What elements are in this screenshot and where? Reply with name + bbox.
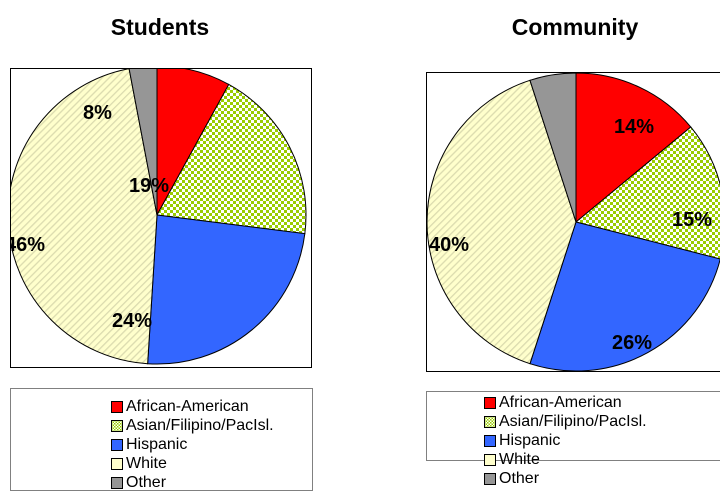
legend-label: African-American [126, 397, 249, 415]
legend-label: African-American [499, 393, 622, 411]
legend-label: White [499, 450, 540, 468]
legend-item-asian-filipino-pacisl: Asian/Filipino/PacIsl. [111, 416, 312, 435]
legend-label: Hispanic [126, 435, 188, 453]
legend-item-hispanic: Hispanic [111, 435, 312, 454]
legend-label: Other [126, 473, 167, 491]
slice-label-hispanic: 24% [112, 310, 152, 332]
pie-slice-hispanic [529, 221, 720, 371]
legend-item-other: Other [484, 469, 720, 488]
pie: 8% 19% 24% 46% [10, 69, 307, 365]
slice-label-hispanic: 26% [612, 332, 652, 354]
pie-slice-white [427, 79, 577, 365]
chart-title: Students [110, 14, 210, 40]
legend-swatch [111, 438, 123, 451]
slice-label-african-american: 8% [83, 102, 112, 124]
slice-label-white: 40% [429, 234, 469, 256]
pie-slice-other [529, 73, 577, 223]
legend-item-hispanic: Hispanic [484, 431, 720, 450]
slice-label-white: 46% [10, 234, 45, 256]
legend-swatch [484, 453, 496, 466]
legend-item-white: White [484, 450, 720, 469]
legend-label: Other [499, 469, 540, 487]
plot-area: 8% 19% 24% 46% [10, 68, 312, 368]
slice-label-african-american: 14% [614, 116, 654, 138]
pie-slice-asian-filipino-pacisl [574, 126, 720, 260]
legend-item-african-american: African-American [484, 393, 720, 412]
legend: African-American Asian/Filipino/PacIsl. Hi… [426, 391, 720, 487]
pie: 14% 15% 26% 40% [427, 73, 720, 371]
legend-swatch [484, 472, 496, 485]
legend-label: White [126, 454, 167, 472]
legend-swatch [484, 396, 496, 409]
legend-item-asian-filipino-pacisl: Asian/Filipino/PacIsl. [484, 412, 720, 431]
legend-item-african-american: African-American [111, 397, 312, 416]
pie-slice-white [11, 69, 158, 365]
legend: African-American Asian/Filipino/PacIsl. Hi… [10, 388, 313, 491]
legend-item-white: White [111, 454, 312, 473]
legend-item-other: Other [111, 473, 312, 492]
legend-label: Hispanic [499, 431, 561, 449]
pie-slice-african-american [575, 73, 692, 224]
legend-swatch [111, 419, 123, 432]
pie-slice-hispanic [147, 214, 306, 365]
legend-label: Asian/Filipino/PacIsl. [499, 412, 647, 430]
legend-swatch [111, 457, 123, 470]
legend-swatch [484, 434, 496, 447]
pie-slice-asian-filipino-pacisl [156, 83, 307, 235]
legend-label: Asian/Filipino/PacIsl. [126, 416, 274, 434]
legend-swatch [484, 415, 496, 428]
plot-area: 14% 15% 26% 40% [426, 72, 720, 372]
pie-slice-other [128, 69, 158, 216]
legend-swatch [111, 476, 123, 489]
slice-label-asian-filipino-pacisl: 19% [129, 175, 169, 197]
legend-swatch [111, 400, 123, 413]
slice-label-asian-filipino-pacisl: 15% [672, 209, 712, 231]
chart-title: Community [511, 14, 639, 40]
